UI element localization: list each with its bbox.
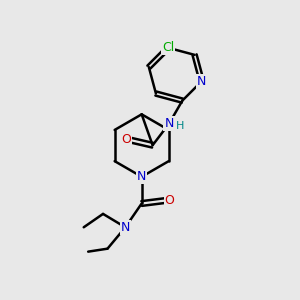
Text: N: N — [137, 170, 146, 183]
Text: O: O — [165, 194, 175, 207]
Text: O: O — [121, 134, 131, 146]
Text: Cl: Cl — [162, 41, 174, 54]
Text: H: H — [176, 121, 184, 131]
Text: N: N — [197, 75, 206, 88]
Text: N: N — [121, 221, 130, 234]
Text: N: N — [164, 117, 174, 130]
